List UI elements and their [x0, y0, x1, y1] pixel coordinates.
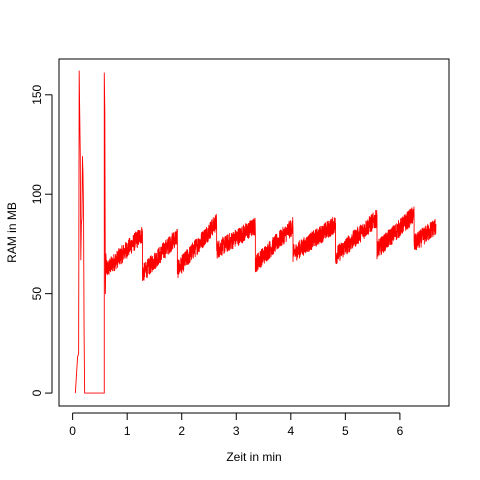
x-tick-label: 5 [342, 424, 349, 438]
x-tick-label: 4 [287, 424, 294, 438]
plot-layer [74, 70, 437, 394]
y-tick-label: 100 [30, 184, 44, 204]
x-tick-label: 1 [124, 424, 131, 438]
x-axis: 0 1 2 3 4 5 6 [69, 412, 404, 438]
y-axis: 0 50 100 150 [30, 84, 53, 396]
y-tick-label: 50 [30, 287, 44, 301]
x-tick-label: 0 [69, 424, 76, 438]
x-tick-label: 6 [397, 424, 404, 438]
y-tick-label: 0 [30, 389, 44, 396]
x-axis-title: Zeit in min [226, 450, 281, 464]
y-tick-label: 150 [30, 84, 44, 104]
series-line-ram [74, 70, 437, 394]
x-tick-label: 2 [178, 424, 185, 438]
y-axis-title: RAM in MB [5, 202, 19, 263]
x-tick-label: 3 [233, 424, 240, 438]
plot-frame [58, 58, 450, 407]
